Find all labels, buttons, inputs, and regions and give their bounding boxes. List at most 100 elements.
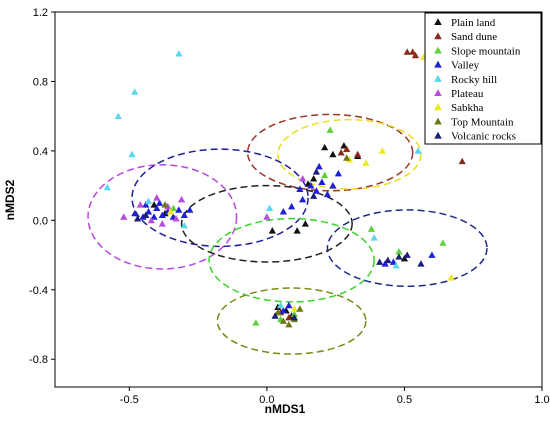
point-2-1 (403, 48, 411, 55)
point-9-5 (417, 260, 425, 267)
point-4-24 (288, 202, 296, 210)
point-9-6 (133, 214, 142, 222)
legend-marker (434, 18, 442, 26)
point-6-5 (136, 201, 144, 208)
point-5-1 (114, 112, 122, 120)
legend-marker (434, 117, 442, 125)
point-3-9 (321, 171, 329, 179)
point-5-6 (414, 147, 422, 154)
point-1-3 (301, 220, 309, 227)
point-3-7 (367, 225, 376, 232)
point-6-10 (147, 216, 155, 224)
point-5-8 (370, 234, 378, 241)
ellipse-5 (180, 184, 353, 263)
point-1-8 (310, 175, 318, 182)
point-7-2 (378, 147, 387, 154)
point-9-7 (142, 211, 150, 219)
point-9-1 (384, 256, 392, 264)
point-8-3 (274, 308, 282, 316)
point-4-3 (144, 208, 153, 215)
point-7-5 (166, 208, 175, 215)
point-5-9 (180, 221, 188, 229)
y-tick-label: 0.4 (33, 146, 48, 158)
point-4-25 (389, 258, 398, 265)
legend-label: Slope mountain (451, 45, 521, 57)
point-3-1 (326, 126, 334, 133)
point-9-8 (312, 168, 320, 175)
point-4-23 (279, 208, 287, 215)
point-4-4 (150, 213, 158, 220)
legend-marker (434, 32, 442, 40)
legend-label: Volcanic rocks (451, 131, 516, 143)
point-3-4 (290, 310, 298, 317)
x-tick-label: 0.0 (259, 394, 274, 406)
point-4-5 (153, 204, 161, 212)
point-4-27 (428, 251, 436, 258)
point-4-9 (175, 206, 183, 213)
point-5-10 (392, 261, 400, 269)
legend-marker (434, 131, 442, 139)
point-4-10 (180, 211, 188, 219)
ellipse-3 (87, 164, 238, 270)
point-9-10 (271, 312, 279, 319)
legend-marker (434, 60, 442, 68)
legend-marker (434, 75, 442, 82)
point-9-3 (403, 251, 411, 258)
point-5-5 (128, 150, 136, 158)
point-4-18 (329, 182, 337, 189)
point-6-7 (120, 213, 128, 220)
point-4-26 (381, 260, 389, 267)
point-1-1 (268, 227, 276, 234)
point-1-2 (293, 227, 301, 234)
plot-frame (54, 11, 543, 388)
legend: Plain land Sand dune Slope mountain Valley R… (424, 12, 542, 145)
point-2-8 (285, 313, 293, 321)
point-4-28 (285, 301, 293, 309)
point-4-22 (315, 162, 323, 170)
ellipse-6 (208, 217, 375, 303)
point-4-21 (334, 169, 342, 177)
point-9-4 (376, 258, 384, 265)
legend-label: Sabkha (451, 102, 484, 114)
point-8-4 (279, 317, 287, 324)
point-9-2 (395, 253, 403, 260)
point-5-4 (103, 183, 111, 191)
x-axis-title: nMDS1 (265, 402, 306, 416)
y-tick-label: 1.2 (33, 7, 48, 19)
ellipse-1 (246, 113, 414, 192)
legend-marker (434, 89, 442, 97)
point-4-17 (323, 190, 331, 198)
legend-label: Rocky hill (451, 74, 497, 86)
data-points (103, 48, 466, 328)
point-8-6 (343, 154, 351, 161)
point-8-7 (296, 305, 304, 312)
ellipse-2 (277, 118, 422, 190)
point-6-3 (172, 214, 180, 222)
ellipse-7 (326, 209, 488, 288)
point-8-1 (285, 320, 293, 328)
point-7-7 (362, 159, 370, 166)
point-4-19 (299, 195, 307, 203)
ellipse-4 (131, 148, 309, 248)
y-tick-label: 0.8 (33, 76, 48, 88)
point-2-3 (411, 51, 420, 59)
y-tick-label: 0.0 (33, 215, 48, 227)
point-7-6 (290, 305, 298, 312)
x-tick-label: -0.5 (120, 394, 139, 406)
point-4-20 (296, 185, 304, 192)
point-6-4 (158, 220, 166, 227)
legend-label: Top Mountain (451, 116, 514, 128)
point-1-6 (340, 142, 348, 149)
confidence-ellipses (87, 113, 488, 355)
point-4-29 (279, 307, 287, 314)
point-3-3 (252, 319, 260, 326)
point-6-1 (153, 194, 161, 201)
legend-marker (434, 103, 442, 111)
legend-label: Sand dune (451, 31, 497, 43)
legend-marker (434, 46, 442, 54)
point-4-11 (186, 206, 194, 213)
point-2-4 (458, 157, 466, 165)
point-4-13 (155, 199, 164, 206)
point-4-6 (158, 211, 166, 219)
